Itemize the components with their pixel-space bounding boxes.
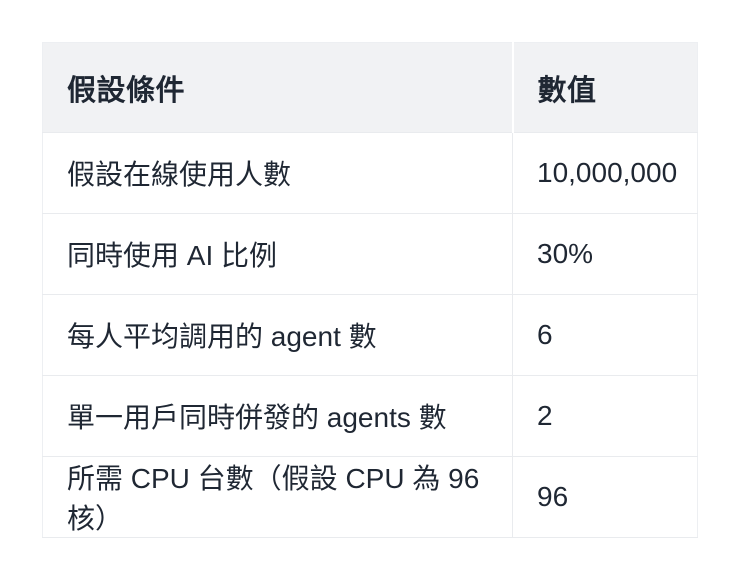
column-header-value: 數值 [511, 42, 698, 133]
row-condition-label: 同時使用 AI 比例 [42, 213, 513, 295]
assumptions-table-container: 假設條件 數值 假設在線使用人數 10,000,000 同時使用 AI 比例 3… [42, 42, 698, 538]
column-header-condition: 假設條件 [42, 42, 513, 133]
table-row: 同時使用 AI 比例 30% [42, 213, 698, 295]
row-value: 10,000,000 [512, 132, 698, 214]
row-value: 2 [512, 375, 698, 457]
row-value: 6 [512, 294, 698, 376]
row-condition-label: 假設在線使用人數 [42, 132, 513, 214]
table-row: 假設在線使用人數 10,000,000 [42, 132, 698, 214]
row-condition-label: 單一用戶同時併發的 agents 數 [42, 375, 513, 457]
row-condition-label: 所需 CPU 台數（假設 CPU 為 96 核） [42, 456, 513, 538]
assumptions-table: 假設條件 數值 假設在線使用人數 10,000,000 同時使用 AI 比例 3… [42, 42, 698, 538]
table-row: 每人平均調用的 agent 數 6 [42, 294, 698, 376]
table-header-row: 假設條件 數值 [42, 42, 698, 133]
table-row: 所需 CPU 台數（假設 CPU 為 96 核） 96 [42, 456, 698, 538]
row-value: 96 [512, 456, 698, 538]
row-value: 30% [512, 213, 698, 295]
row-condition-label: 每人平均調用的 agent 數 [42, 294, 513, 376]
table-row: 單一用戶同時併發的 agents 數 2 [42, 375, 698, 457]
